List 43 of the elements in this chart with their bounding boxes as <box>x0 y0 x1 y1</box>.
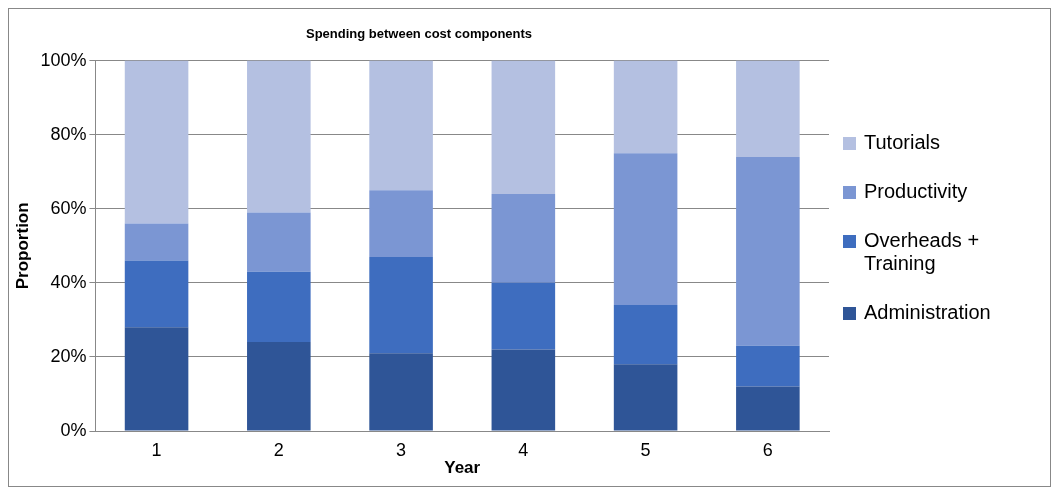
bar <box>491 282 556 350</box>
bar <box>613 304 678 364</box>
bar <box>736 386 800 430</box>
legend-label: Overheads + Training <box>864 229 981 275</box>
x-tick-label: 5 <box>640 439 651 460</box>
bar <box>369 189 433 257</box>
bar <box>124 60 189 224</box>
bar <box>613 152 678 305</box>
bar <box>736 345 800 387</box>
x-tick-label: 6 <box>762 439 773 460</box>
y-tick-label: 100% <box>40 49 87 70</box>
x-tick-label: 1 <box>151 439 162 460</box>
x-tick-label: 4 <box>518 439 529 460</box>
bar <box>491 349 556 430</box>
bar <box>369 60 433 190</box>
x-tick-label: 3 <box>396 439 407 460</box>
bar <box>124 223 189 261</box>
bar <box>369 256 433 353</box>
bar <box>247 60 311 212</box>
legend-label: Administration <box>864 301 992 324</box>
x-axis-title: Year <box>444 457 481 477</box>
y-tick-label: 40% <box>50 271 87 292</box>
y-axis-title: Proportion <box>12 201 32 289</box>
x-tick-label: 2 <box>273 439 284 460</box>
y-tick-label: 80% <box>50 123 87 144</box>
legend-label: Tutorials <box>864 131 941 154</box>
bar <box>247 271 311 342</box>
legend-label: Productivity <box>864 180 969 203</box>
bar <box>369 352 433 430</box>
bar <box>491 193 556 283</box>
y-tick-label: 20% <box>50 345 87 366</box>
bar <box>613 363 678 430</box>
bar <box>491 60 556 194</box>
bar <box>247 211 311 272</box>
bar <box>124 260 189 327</box>
bar <box>613 60 678 153</box>
bar <box>736 156 800 346</box>
chart-title: Spending between cost components <box>305 25 533 41</box>
y-tick-label: 60% <box>50 197 87 218</box>
y-tick-label: 0% <box>60 419 87 440</box>
bar <box>247 341 311 430</box>
bar <box>736 60 800 157</box>
bar <box>124 326 189 430</box>
